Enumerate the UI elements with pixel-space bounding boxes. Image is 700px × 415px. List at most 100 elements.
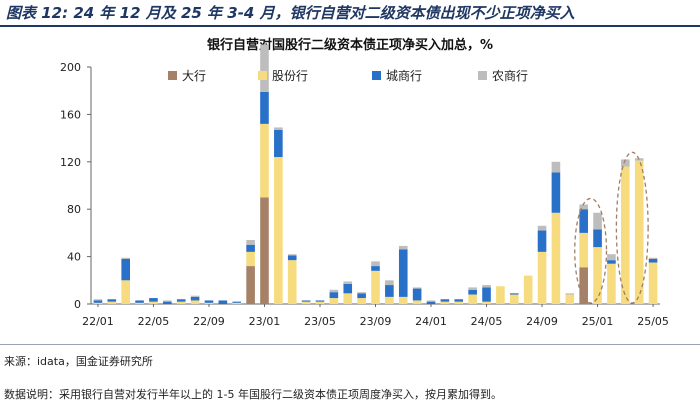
- bar-segment: [385, 296, 394, 304]
- bar-segment: [579, 209, 588, 233]
- x-tick-label: 23/09: [360, 315, 392, 328]
- x-tick-label: 24/01: [415, 315, 447, 328]
- bar-segment: [621, 159, 630, 167]
- bar-segment: [287, 254, 297, 256]
- legend-swatch: [168, 71, 177, 80]
- bar-segment: [565, 294, 575, 304]
- bar-segment: [579, 267, 588, 304]
- y-tick-label: 200: [60, 61, 81, 74]
- bar-segment: [607, 263, 616, 304]
- legend-label: 农商行: [492, 68, 528, 83]
- x-tick-label: 25/05: [637, 315, 669, 328]
- highlight-ellipse: [615, 151, 649, 304]
- y-tick-label: 80: [67, 203, 81, 216]
- bar-segment: [93, 299, 103, 301]
- bar-segment: [593, 247, 602, 304]
- stacked-bar-chart: 0 40 80 120 160 200 22/01 22/05 22/09 23/01 23/05 2…: [60, 44, 669, 328]
- y-tick-label: 40: [67, 251, 81, 264]
- highlight-ellipse: [574, 197, 608, 304]
- bar-segment: [176, 301, 186, 304]
- bar-segment: [468, 294, 477, 304]
- bar-segment: [93, 300, 103, 303]
- bars: [93, 44, 658, 304]
- bar-segment: [412, 288, 422, 301]
- bar-segment: [343, 283, 353, 294]
- bar-segment: [482, 301, 491, 304]
- bar-segment: [260, 123, 269, 198]
- bar-segment: [607, 260, 616, 264]
- y-tick-label: 160: [60, 108, 81, 121]
- x-tick-label: 23/05: [304, 315, 336, 328]
- bar-segment: [509, 293, 519, 295]
- bar-segment: [454, 301, 464, 304]
- bar-segment: [246, 266, 255, 304]
- bar-segment: [468, 289, 477, 295]
- bar-segment: [440, 299, 450, 302]
- bar-segment: [301, 300, 311, 302]
- legend-label: 大行: [182, 69, 206, 83]
- bar-segment: [371, 266, 380, 271]
- bar-segment: [121, 280, 130, 304]
- legend-label: 城商行: [386, 68, 422, 83]
- bar-segment: [176, 299, 186, 302]
- legend-label: 股份行: [272, 69, 308, 83]
- x-tick-label: 25/01: [582, 315, 614, 328]
- bar-segment: [163, 301, 172, 304]
- legend: 大行 股份行 城商行 农商行: [168, 68, 528, 83]
- bar-segment: [343, 281, 353, 284]
- bar-segment: [357, 293, 366, 299]
- bar-segment: [509, 294, 519, 304]
- bar-segment: [398, 296, 408, 304]
- chart-title: 银行自营对国股行二级资本债正项净买入加总，%: [206, 38, 494, 53]
- bar-segment: [385, 285, 394, 297]
- bar-segment: [398, 249, 408, 297]
- bar-segment: [274, 127, 283, 130]
- legend-swatch: [478, 71, 487, 80]
- bar-segment: [426, 300, 436, 302]
- separator-rule: [0, 344, 700, 345]
- figure-title: 图表 12: 24 年 12 月及 25 年 3-4 月，银行自营对二级资本债出…: [6, 4, 575, 22]
- bar-segment: [343, 293, 353, 304]
- x-tick-label: 24/05: [471, 315, 503, 328]
- bar-segment: [412, 287, 422, 289]
- bar-segment: [537, 225, 547, 231]
- bar-segment: [440, 301, 450, 304]
- bar-segment: [329, 289, 339, 293]
- bar-segment: [149, 298, 158, 302]
- x-tick-label: 22/05: [138, 315, 170, 328]
- bar-segment: [579, 204, 588, 210]
- bar-segment: [551, 161, 561, 173]
- bar-segment: [634, 160, 644, 304]
- bar-segment: [426, 301, 436, 304]
- bar-segment: [246, 251, 255, 267]
- bar-segment: [274, 157, 283, 304]
- bar-segment: [565, 293, 575, 295]
- x-tick-label: 22/09: [193, 315, 225, 328]
- bar-segment: [287, 255, 297, 261]
- highlight-ellipses: [574, 151, 649, 304]
- bar-segment: [121, 257, 130, 259]
- bar-segment: [385, 280, 394, 286]
- x-tick-label: 24/09: [526, 315, 558, 328]
- bar-segment: [287, 260, 297, 304]
- bar-segment: [315, 300, 325, 302]
- bar-segment: [607, 254, 616, 261]
- bar-segment: [621, 166, 630, 304]
- bar-segment: [260, 197, 269, 304]
- bar-segment: [648, 262, 658, 304]
- bar-segment: [218, 300, 228, 304]
- bar-segment: [593, 229, 602, 248]
- bar-segment: [260, 44, 269, 92]
- bar-segment: [204, 300, 214, 303]
- bar-segment: [149, 301, 158, 304]
- source-text: 来源：idata，国金证券研究所: [4, 355, 153, 368]
- y-tick-label: 0: [74, 298, 81, 311]
- bar-segment: [135, 300, 144, 303]
- bar-segment: [412, 300, 422, 304]
- bar-segment: [371, 270, 380, 304]
- bar-segment: [648, 258, 658, 263]
- bar-segment: [135, 302, 144, 304]
- x-tick-label: 23/01: [249, 315, 281, 328]
- y-tick-label: 120: [60, 156, 81, 169]
- bar-segment: [371, 261, 380, 267]
